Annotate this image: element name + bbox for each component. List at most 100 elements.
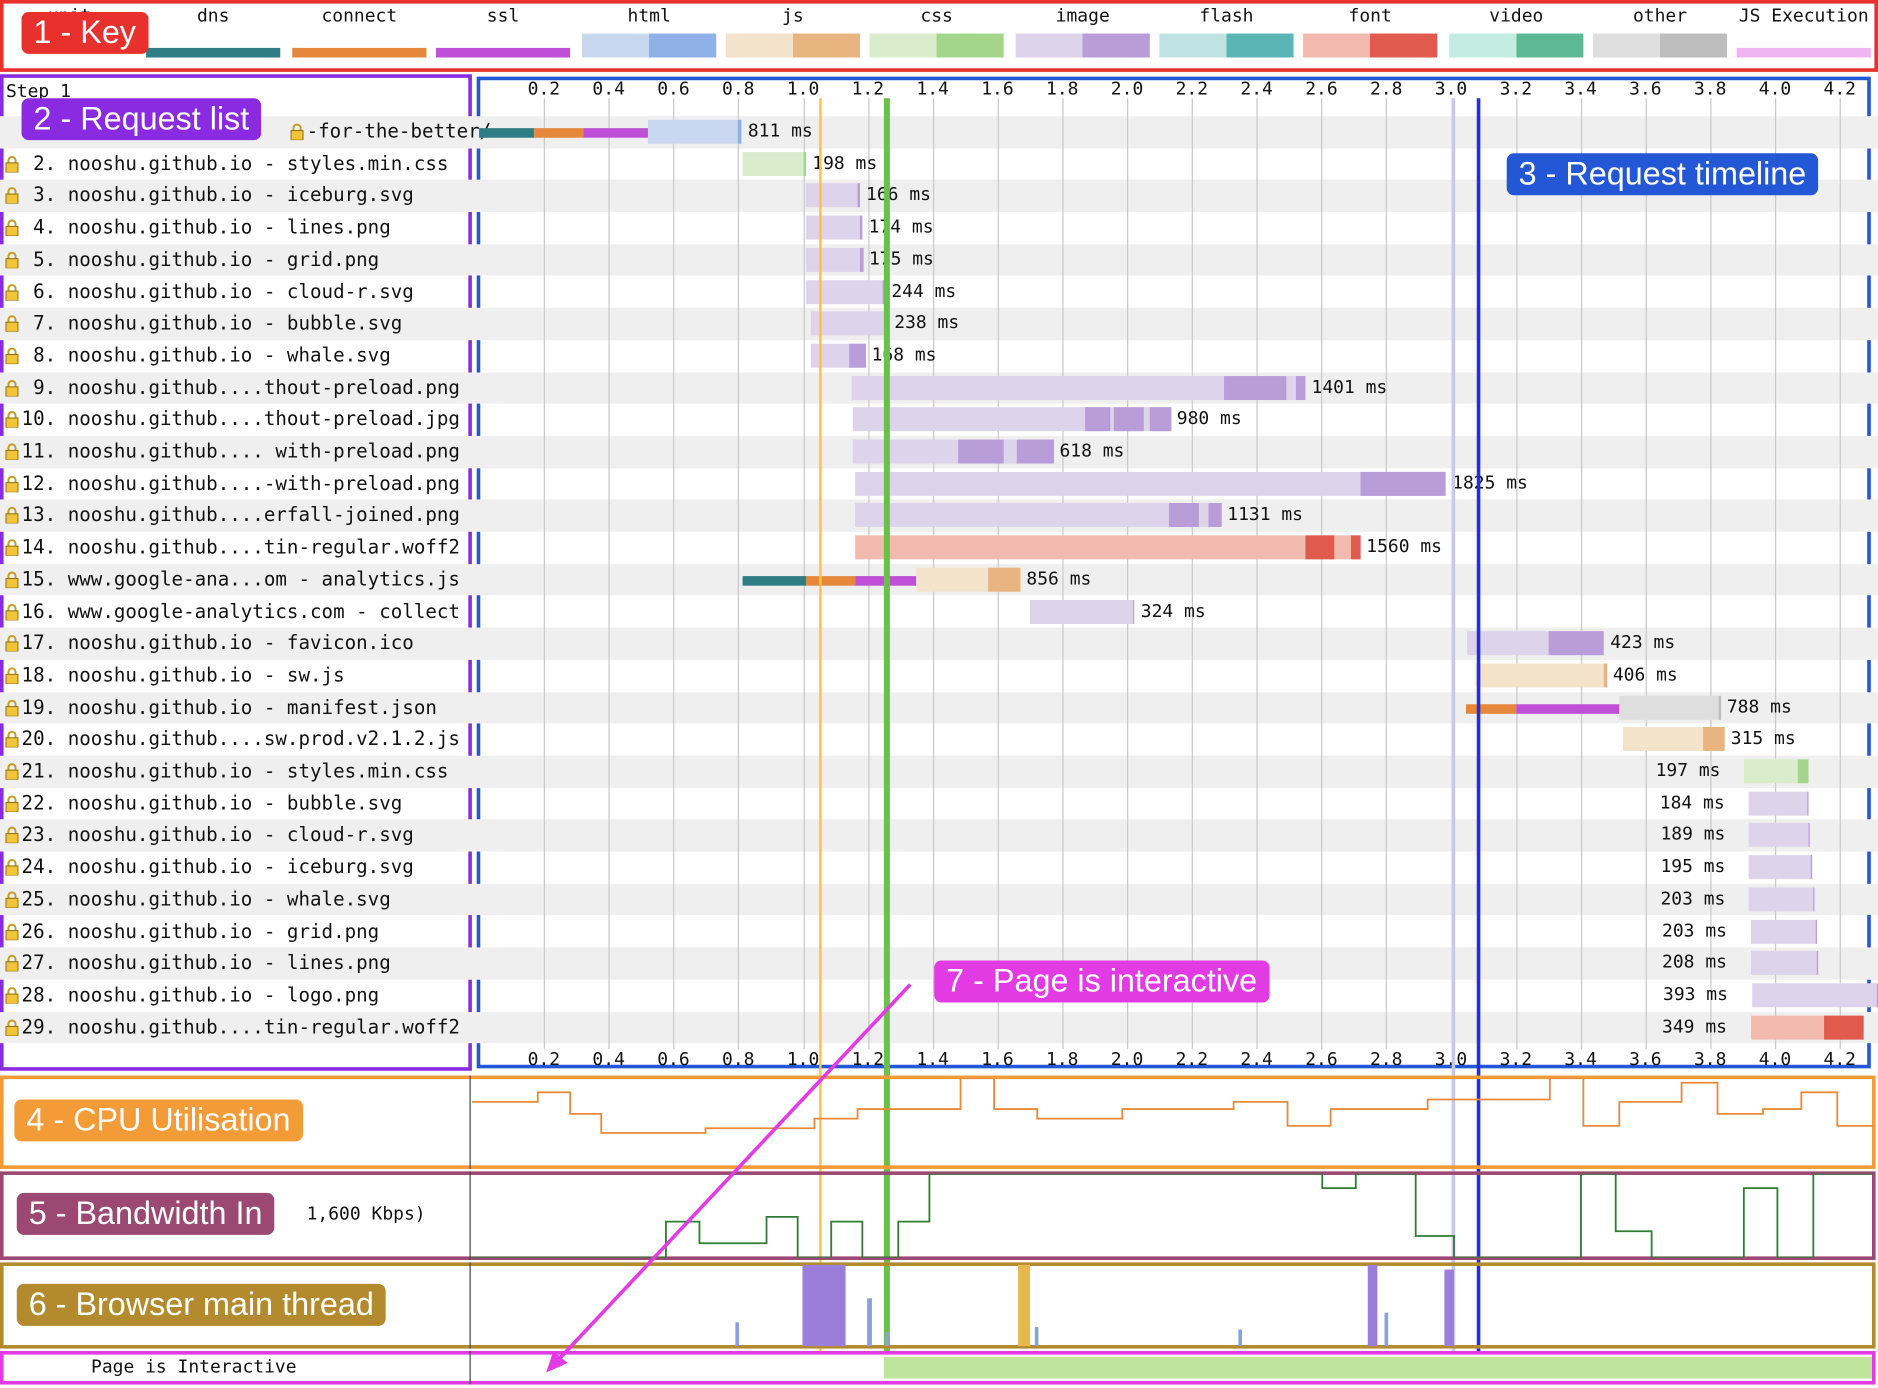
request-label: 19. nooshu.github.io - manifest.json — [5, 692, 437, 723]
request-duration: 189 ms — [1660, 823, 1726, 845]
lock-icon — [5, 795, 19, 812]
callout-key: 1 - Key — [21, 11, 148, 54]
request-label: 25. nooshu.github.io - whale.svg — [5, 884, 391, 915]
timeline-tick-bottom: 1.4 — [916, 1047, 949, 1070]
key-item-swatch — [582, 33, 717, 58]
gridline — [1191, 98, 1194, 1050]
lock-icon — [290, 123, 304, 141]
request-label: 7. nooshu.github.io - bubble.svg — [5, 308, 402, 339]
key-section — [0, 0, 1878, 72]
lock-icon — [5, 699, 19, 716]
key-item-label: other — [1632, 4, 1688, 27]
request-row[interactable] — [0, 755, 1878, 788]
timeline-tick-bottom: 1.6 — [981, 1047, 1014, 1070]
request-download-bar — [1169, 503, 1199, 528]
key-item-label: video — [1489, 4, 1544, 27]
key-item-swatch — [1303, 33, 1438, 58]
request-label: 15. www.google-ana...om - analytics.js — [5, 564, 460, 595]
request-label-text: 27. nooshu.github.io - lines.png — [21, 951, 391, 974]
request-label-text: 25. nooshu.github.io - whale.svg — [21, 887, 391, 911]
key-item-label: JS Execution — [1738, 4, 1869, 27]
key-item-swatch — [1449, 33, 1584, 58]
key-item-js-execution: JS Execution — [1736, 4, 1871, 58]
lock-icon — [5, 987, 19, 1004]
request-row[interactable] — [0, 244, 1878, 277]
request-wait-bar — [811, 311, 889, 336]
lock-icon — [5, 635, 19, 652]
dom-content-loaded-line — [1451, 98, 1455, 1352]
gridline — [1062, 98, 1064, 1050]
key-item-js: js — [725, 5, 860, 58]
request-label-text: 22. nooshu.github.io - bubble.svg — [21, 791, 403, 815]
request-wait-bar — [1750, 919, 1817, 944]
request-duration: 198 ms — [812, 151, 878, 174]
timeline-tick-bottom: 1.8 — [1046, 1047, 1079, 1070]
request-label: 10. nooshu.github....thout-preload.jpg — [5, 404, 460, 435]
timeline-tick-top: 2.8 — [1369, 77, 1403, 100]
lock-icon — [5, 955, 19, 972]
timeline-tick-top: 3.8 — [1693, 77, 1727, 100]
timeline-tick-bottom: 4.2 — [1823, 1047, 1857, 1070]
request-label-text: -for-the-better/ — [306, 119, 492, 143]
request-download-bar — [1114, 407, 1144, 432]
request-download-bar — [1809, 823, 1811, 848]
lock-icon — [5, 187, 19, 205]
request-wait-bar — [1748, 791, 1809, 816]
lock-icon — [5, 219, 19, 237]
request-wait-bar — [1751, 983, 1878, 1008]
request-wait-bar — [742, 151, 807, 176]
request-label-text: 2. nooshu.github.io - styles.min.css — [21, 151, 449, 175]
timeline-tick-bottom: 1.0 — [786, 1047, 820, 1070]
timeline-tick-top: 3.2 — [1499, 77, 1533, 100]
timeline-tick-top: 0.8 — [722, 77, 755, 100]
request-download-bar — [1806, 791, 1809, 816]
request-label-text: 5. nooshu.github.io - grid.png — [21, 247, 380, 271]
callout-request-timeline: 3 - Request timeline — [1506, 153, 1819, 196]
lock-icon — [5, 859, 19, 876]
main-thread-section — [0, 1262, 1876, 1349]
timeline-tick-bottom: 0.6 — [657, 1047, 690, 1070]
request-duration: 1131 ms — [1227, 503, 1304, 526]
request-download-bar — [1350, 535, 1361, 560]
lock-icon — [5, 571, 19, 588]
request-row[interactable] — [0, 1011, 1878, 1044]
lock-icon — [5, 763, 19, 780]
request-row[interactable] — [0, 116, 1878, 149]
request-download-bar — [1084, 407, 1111, 432]
request-wait-bar — [854, 503, 1222, 528]
lock-icon — [5, 1019, 19, 1036]
lock-icon — [5, 411, 19, 428]
callout-interactive: 7 - Page is interactive — [934, 960, 1270, 1003]
request-label-text: 16. www.google-analytics.com - collect — [21, 599, 460, 623]
request-wait-bar — [806, 215, 863, 240]
main-thread-graph — [735, 1264, 1455, 1347]
request-row[interactable] — [0, 883, 1878, 916]
request-label-text: 28. nooshu.github.io - logo.png — [21, 983, 380, 1006]
request-duration: 244 ms — [891, 279, 957, 302]
request-duration: 406 ms — [1612, 663, 1678, 685]
key-item-swatch — [1159, 33, 1294, 58]
request-download-bar — [1813, 887, 1815, 912]
gridline — [1515, 98, 1517, 1050]
request-download-bar — [803, 151, 807, 176]
request-label-text: 17. nooshu.github.io - favicon.ico — [21, 631, 414, 655]
gridline — [1386, 98, 1388, 1050]
request-label: 26. nooshu.github.io - grid.png — [5, 916, 379, 947]
request-download-bar — [1360, 471, 1447, 496]
request-duration: 393 ms — [1663, 983, 1728, 1005]
request-label-text: 14. nooshu.github....tin-regular.woff2 — [21, 535, 460, 559]
key-item-font: font — [1303, 5, 1438, 58]
request-row[interactable] — [0, 308, 1878, 340]
lock-icon — [5, 827, 19, 844]
request-label: 18. nooshu.github.io - sw.js — [5, 660, 345, 691]
lock-icon — [5, 379, 19, 396]
request-label-text: 24. nooshu.github.io - iceburg.svg — [21, 855, 414, 879]
request-duration: 197 ms — [1655, 759, 1721, 781]
timeline-tick-top: 0.4 — [592, 77, 625, 100]
request-download-bar — [1224, 375, 1286, 400]
key-item-other: other — [1592, 4, 1728, 58]
lock-icon — [5, 283, 19, 301]
request-row[interactable] — [0, 819, 1878, 852]
lock-icon — [5, 667, 19, 684]
request-download-bar — [859, 215, 863, 240]
